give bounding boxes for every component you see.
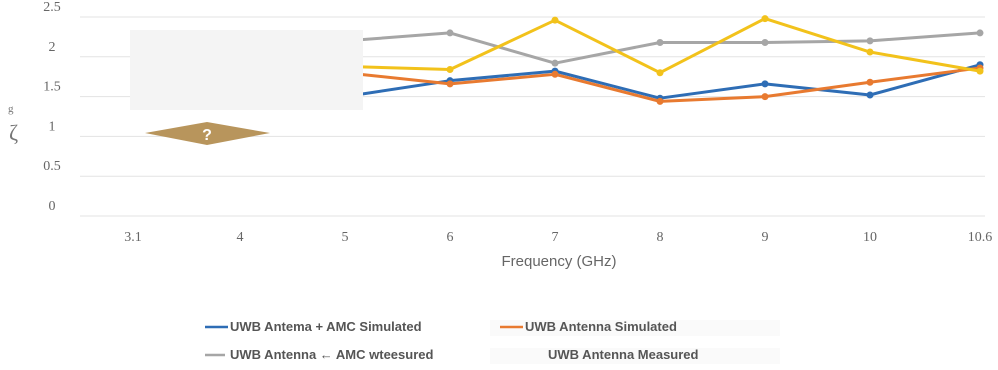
series-line: [344, 17, 981, 75]
data-point: [551, 59, 559, 67]
y-tick-label: 2.5: [43, 0, 61, 15]
data-point: [976, 29, 984, 37]
y-tick-label: 1: [49, 119, 56, 134]
legend-label: UWB Antema + AMC Simulated: [230, 319, 422, 334]
data-point: [866, 48, 874, 56]
x-tick-label: 5: [342, 230, 349, 245]
data-point: [976, 67, 984, 75]
y-tick-labels: 0 0.5 1 1.5 2 2.5: [43, 0, 61, 214]
series-line: [344, 31, 981, 65]
placeholder-diamond: ?: [145, 122, 270, 145]
x-tick-label: 10.6: [968, 230, 993, 245]
y-tick-label: 1.5: [43, 80, 61, 95]
data-point: [761, 93, 769, 101]
legend-shade-1: [490, 320, 780, 336]
legend-label: UWB Antenna ← AMC wteesured: [230, 347, 433, 362]
data-point: [446, 29, 454, 37]
x-tick-label: 6: [447, 230, 454, 245]
data-point: [761, 80, 769, 88]
x-axis-label: Frequency (GHz): [501, 253, 616, 270]
y-axis-small-glyph: g: [8, 103, 14, 115]
placeholder-question-mark: ?: [202, 127, 212, 144]
data-point: [656, 69, 664, 77]
legend-shade-2: [490, 348, 780, 364]
legend: UWB Antema + AMC Simulated UWB Antenna Si…: [205, 319, 780, 364]
y-tick-label: 0: [49, 199, 56, 214]
data-point: [446, 66, 454, 74]
data-point: [761, 38, 769, 46]
x-tick-label: 3.1: [124, 230, 142, 245]
data-point: [866, 78, 874, 86]
data-point: [551, 70, 559, 78]
data-point: [866, 91, 874, 99]
data-point: [866, 37, 874, 45]
x-tick-label: 4: [237, 230, 244, 245]
y-tick-label: 2: [49, 40, 56, 55]
y-tick-label: 0.5: [43, 159, 61, 174]
x-tick-label: 10: [863, 230, 877, 245]
legend-label: UWB Antenna Simulated: [525, 319, 677, 334]
y-axis-glyph: ζ: [9, 120, 18, 145]
data-point: [551, 16, 559, 24]
x-tick-label: 8: [657, 230, 664, 245]
x-tick-label: 7: [552, 230, 559, 245]
data-point: [761, 15, 769, 23]
data-point: [656, 97, 664, 105]
legend-label: UWB Antenna Measured: [548, 347, 699, 362]
x-tick-labels: 3.1 4 5 6 7 8 9 10 10.6: [124, 230, 992, 245]
image-placeholder-panel: [130, 30, 363, 110]
data-point: [446, 80, 454, 88]
series-lines: [341, 15, 984, 105]
data-point: [656, 38, 664, 46]
x-tick-label: 9: [762, 230, 769, 245]
